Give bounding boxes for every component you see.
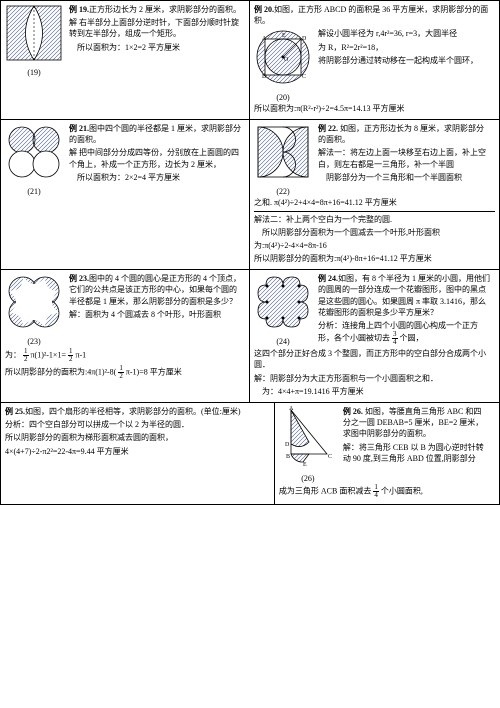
p25-s1: 分析：四个空白部分可以拼成一个以 2 为半径的圆． <box>5 419 270 430</box>
p23-s1: 解：面积为 4 个圆减去 8 个叶形，叶形面积 <box>69 309 241 320</box>
p20-s2: 为 R，R²=2r²=18， <box>318 42 491 53</box>
p21-title: 例 21. <box>69 124 89 133</box>
p26-s2a: 成为三角形 ACB 面积减去 <box>279 487 371 496</box>
svg-text:A: A <box>262 36 267 42</box>
p19-q: 正方形边长为 2 厘米，求阴影部分的面积。 <box>89 5 241 14</box>
p19-s1: 解 右半部分上面部分逆时针，下面部分顺时针旋转到左半部分，组成一个矩形。 <box>69 17 241 39</box>
p21-q: 图中四个圆的半径都是 1 厘米，求阴影部分的面积。 <box>69 124 241 144</box>
svg-text:B: B <box>262 74 266 80</box>
p23-s2c: π-1 <box>75 350 86 359</box>
p23-s3a: 所以阴影部分的面积为:4π(1)²-8( <box>5 367 116 376</box>
svg-text:C: C <box>302 74 306 80</box>
p26-s1: 解：将三角形 CEB 以 B 为圆心逆时针转动 90 度,到三角形 ABD 位置… <box>343 442 484 464</box>
svg-text:E: E <box>303 462 307 468</box>
p23-title: 例 23. <box>69 274 89 283</box>
p22-s6: 为:π(4²)÷2-4×4=8π-16 <box>254 240 495 251</box>
p23-s2a: 为： <box>5 350 21 359</box>
figure-23 <box>5 273 63 331</box>
svg-text:C: C <box>328 454 332 460</box>
p20-s4: 所以面积为:π(R²-r²)÷2=4.5π=14.13 平方厘米 <box>254 103 495 114</box>
p24-s1b: 个圆， <box>400 334 424 343</box>
p25-s2: 所以阴影部分的面积为梯形面积减去圆的面积， <box>5 432 270 443</box>
p19-s2: 所以面积为：1×2=2 平方厘米 <box>77 42 241 53</box>
p22-s7: 所以阴影部分的面积为:π(4²)-8π+16=41.12 平方厘米 <box>254 253 495 264</box>
fig-19-label: (19) <box>5 67 63 78</box>
p22-title: 例 22. <box>318 124 338 133</box>
fig-23-label: (23) <box>5 336 63 347</box>
p24-title: 例 24. <box>318 274 338 283</box>
p20-title: 例 20. <box>254 5 274 14</box>
p20-s3: 将阴影部分通过转动移在一起构成半个圆环， <box>318 55 491 66</box>
figure-20: A D B C E O <box>254 28 312 86</box>
p22-s5: 所以阴影部分面积为一个圆减去一个叶形,叶形面积 <box>262 227 495 238</box>
p22-q: 如图，正方形边长为 8 厘米，求阴影部分的面积。 <box>318 124 484 144</box>
p21-s2: 所以面积为：2×2=4 平方厘米 <box>77 172 241 183</box>
p24-s2: 这四个部分正好合成 3 个整圆，而正方形中的空白部分合成两个小圆． <box>254 348 495 370</box>
figure-24 <box>254 273 312 331</box>
svg-text:A: A <box>289 406 294 412</box>
figure-21 <box>5 123 63 181</box>
p25-title: 例 25. <box>5 407 25 416</box>
svg-text:O: O <box>284 57 289 63</box>
p24-s1: 分析：连接角上四个小圆的圆心构成一个正方形，各个小圆被切去 <box>318 321 478 343</box>
svg-text:B: B <box>286 454 290 460</box>
p19-title: 例 19. <box>69 5 89 14</box>
p26-title: 例 26. <box>343 407 363 416</box>
p23-s2b: π(1)²-1×1= <box>31 350 66 359</box>
p25-s3: 4×(4+7)÷2-π2²=22-4π=9.44 平方厘米 <box>5 446 270 457</box>
p20-q: 如图，正方形 ABCD 的面积是 36 平方厘米，求阴影部分的面积。 <box>254 5 488 25</box>
p22-s3: 之和. π(4²)÷2+4×4=8π+16=41.12 平方厘米 <box>254 197 495 208</box>
figure-26: A B C D E <box>279 406 337 468</box>
p23-s3b: π-1)=8 平方厘米 <box>126 367 182 376</box>
svg-text:D: D <box>285 442 290 448</box>
p20-s1: 解设小圆半径为 r,4r²=36, r=3，大圆半径 <box>318 28 491 39</box>
figure-22 <box>254 123 312 181</box>
p25-q: 如图，四个扇形的半径相等，求阴影部分的面积。(单位:厘米) <box>25 407 241 416</box>
p26-q: 如图，等腰直角三角形 ABC 和四分之一圆 DEBAB=5 厘米，BE=2 厘米… <box>343 407 483 438</box>
svg-text:E: E <box>282 33 286 39</box>
p26-s2b: 个小圆面积, <box>381 487 423 496</box>
figure-19 <box>5 4 63 62</box>
fig-26-label: (26) <box>279 473 337 484</box>
p24-s3: 解：阴影部分为大正方形面积与一个小圆面积之和． <box>254 373 495 384</box>
p23-q: 图中的 4 个圆的圆心是正方形的 4 个顶点，它们的公共点是该正方形的中心，如果… <box>69 274 241 305</box>
svg-text:D: D <box>302 36 307 42</box>
p22-s2: 阴影部分为一个三角形和一个半圆面积 <box>326 172 491 183</box>
fig-21-label: (21) <box>5 186 63 197</box>
fig-22-label: (22) <box>254 186 312 197</box>
p24-s4: 为：4×4+π=19.1416 平方厘米 <box>262 386 495 397</box>
p21-s1: 解 把中间部分分成四等份，分别放在上面圆的四个角上，补成一个正方形，边长为 2 … <box>69 147 241 169</box>
fig-20-label: (20) <box>254 92 312 103</box>
p22-s4: 解法二：补上两个空白为一个完整的圆. <box>254 214 495 225</box>
fig-24-label: (24) <box>254 336 312 347</box>
p22-s1: 解法一：将左边上面一块移至右边上面，补上空白，则左右都是一三角形，补一个半圆 <box>318 147 491 169</box>
p24-q: 如图，有 8 个半径为 1 厘米的小圆，用他们的圆周的一部分连成一个花瓣图形，图… <box>318 274 490 317</box>
